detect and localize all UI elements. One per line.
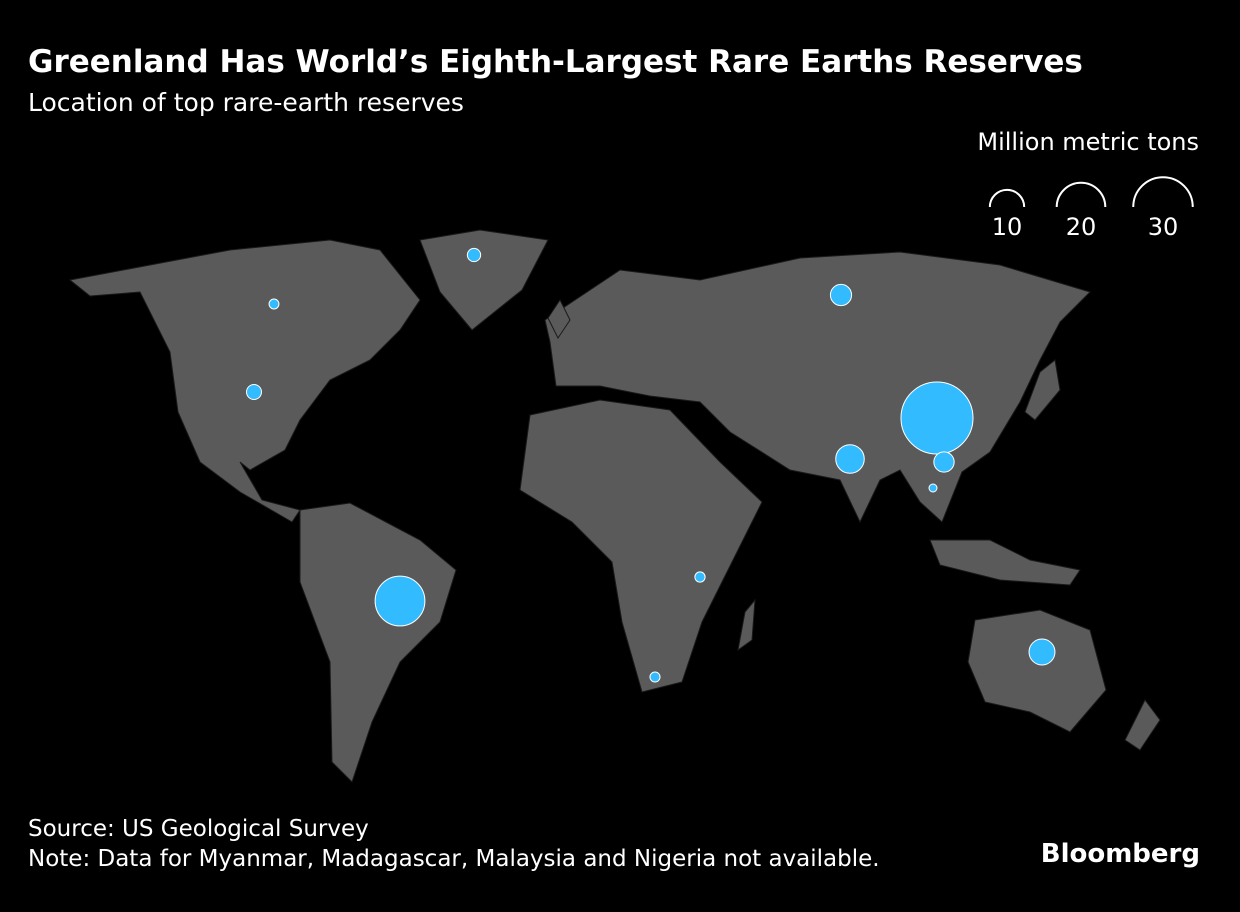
- bubbles: [246, 247, 1056, 683]
- reserve-bubble: [1028, 638, 1056, 666]
- madagascar: [737, 598, 756, 652]
- greenland: [419, 229, 549, 331]
- reserve-bubble: [268, 298, 280, 310]
- reserve-bubble: [928, 483, 938, 493]
- japan: [1024, 359, 1061, 421]
- reserve-bubble: [374, 575, 426, 627]
- note: Note: Data for Myanmar, Madagascar, Mala…: [28, 846, 880, 872]
- source: Source: US Geological Survey: [28, 816, 369, 842]
- legend-label: 20: [1066, 213, 1097, 241]
- reserve-bubble: [466, 247, 482, 263]
- africa: [519, 399, 763, 693]
- reserve-bubble: [900, 381, 974, 455]
- subtitle: Location of top rare-earth reserves: [28, 88, 464, 117]
- uk: [547, 299, 571, 339]
- legend-arc: [1055, 182, 1107, 208]
- eurasia: [544, 251, 1091, 524]
- indonesia: [929, 539, 1081, 586]
- australia: [967, 609, 1107, 733]
- reserve-bubble: [835, 444, 865, 474]
- south-america: [299, 502, 457, 783]
- legend-arc: [1132, 176, 1194, 208]
- reserve-bubble: [649, 671, 661, 683]
- world-map: [68, 229, 1161, 783]
- reserve-bubble: [694, 571, 706, 583]
- legend-arc: [988, 188, 1026, 208]
- size-legend: 10 20 30: [988, 176, 1194, 241]
- reserve-bubble: [933, 451, 955, 473]
- new-zealand: [1124, 699, 1161, 751]
- brand: Bloomberg: [1041, 839, 1200, 869]
- reserve-bubble: [829, 283, 853, 307]
- title: Greenland Has World’s Eighth-Largest Rar…: [28, 44, 1083, 80]
- reserve-bubble: [246, 384, 262, 400]
- north-america: [68, 239, 421, 523]
- legend-label: 30: [1148, 213, 1179, 241]
- legend-label: 10: [992, 213, 1023, 241]
- legend-title: Million metric tons: [977, 128, 1199, 156]
